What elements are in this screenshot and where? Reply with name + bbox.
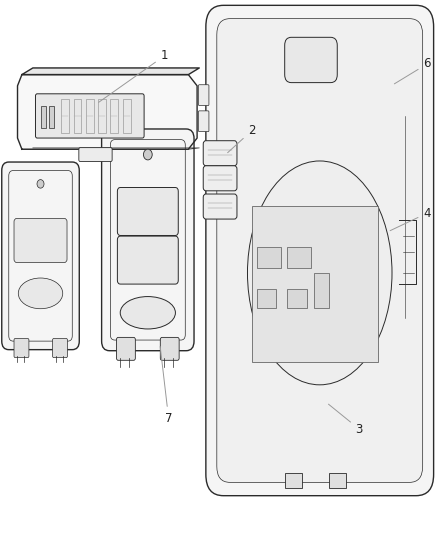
FancyBboxPatch shape: [198, 85, 209, 106]
Bar: [287, 289, 307, 308]
Polygon shape: [18, 75, 197, 149]
FancyBboxPatch shape: [203, 194, 237, 219]
FancyBboxPatch shape: [160, 337, 179, 360]
Bar: [86, 99, 94, 133]
Ellipse shape: [120, 296, 175, 329]
Circle shape: [37, 180, 44, 188]
FancyBboxPatch shape: [2, 162, 79, 350]
Bar: [252, 206, 378, 362]
Text: 4: 4: [390, 207, 431, 231]
Bar: [285, 473, 302, 488]
FancyBboxPatch shape: [203, 166, 237, 191]
FancyBboxPatch shape: [117, 188, 178, 236]
Ellipse shape: [247, 161, 392, 385]
FancyBboxPatch shape: [102, 129, 194, 351]
Bar: [98, 99, 106, 133]
Bar: [257, 247, 281, 269]
Text: 7: 7: [160, 346, 173, 425]
Bar: [49, 106, 54, 128]
Circle shape: [144, 149, 152, 160]
Ellipse shape: [18, 278, 63, 309]
FancyBboxPatch shape: [206, 5, 434, 496]
Bar: [74, 99, 81, 133]
FancyBboxPatch shape: [117, 337, 135, 360]
FancyBboxPatch shape: [217, 19, 423, 482]
FancyBboxPatch shape: [285, 37, 337, 83]
Bar: [61, 99, 69, 133]
Bar: [287, 247, 311, 269]
FancyBboxPatch shape: [14, 219, 67, 262]
FancyBboxPatch shape: [79, 148, 112, 161]
FancyBboxPatch shape: [203, 141, 237, 166]
Text: 3: 3: [328, 404, 363, 435]
Bar: [314, 273, 329, 308]
Bar: [257, 289, 276, 308]
Text: 1: 1: [99, 50, 168, 102]
Text: 2: 2: [228, 124, 256, 152]
FancyBboxPatch shape: [117, 236, 178, 284]
Text: 6: 6: [394, 58, 431, 84]
FancyBboxPatch shape: [198, 111, 209, 132]
Bar: [328, 473, 346, 488]
Bar: [123, 99, 131, 133]
Bar: [110, 99, 118, 133]
FancyBboxPatch shape: [35, 94, 144, 138]
Polygon shape: [22, 68, 199, 75]
FancyBboxPatch shape: [14, 338, 29, 358]
FancyBboxPatch shape: [53, 338, 67, 358]
Bar: [41, 106, 46, 128]
